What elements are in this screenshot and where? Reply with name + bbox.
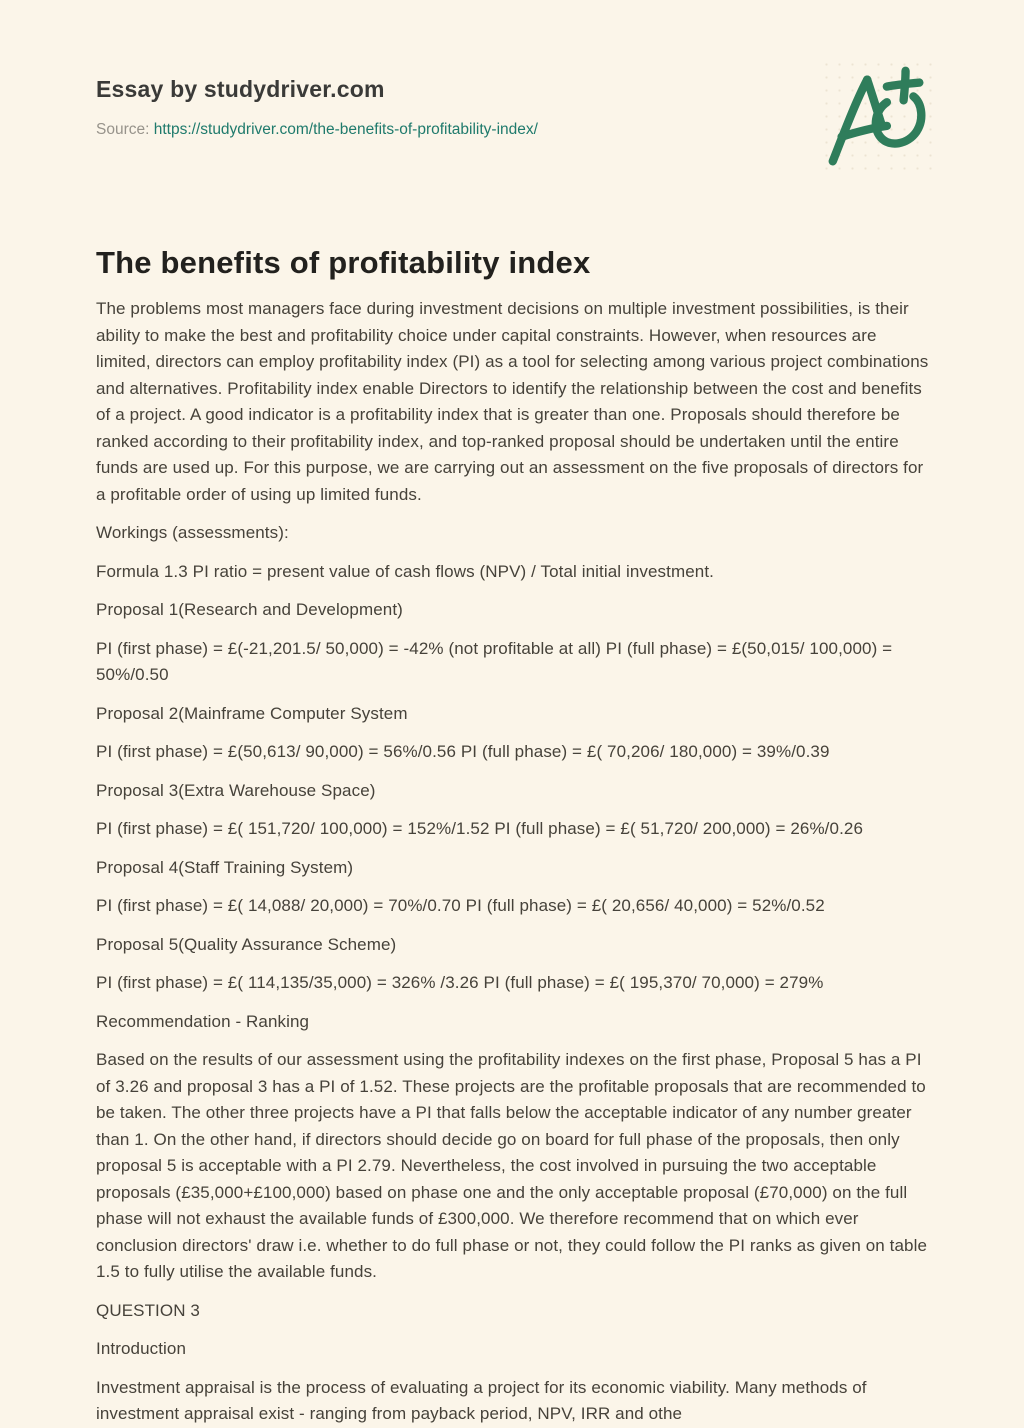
paragraph-proposal-3-calc: PI (first phase) = £( 151,720/ 100,000) … [96, 819, 863, 838]
header-title: Essay by studydriver.com [96, 76, 385, 102]
paragraph-formula: Formula 1.3 PI ratio = present value of … [96, 561, 714, 581]
document-title: The benefits of profitability index [96, 245, 591, 280]
document-body: The problems most managers face during i… [96, 296, 930, 1428]
paragraph-proposal-5-heading: Proposal 5(Quality Assurance Scheme) [96, 934, 397, 954]
paragraph-proposal-3-heading: Proposal 3(Extra Warehouse Space) [96, 780, 376, 800]
a-plus-logo-icon [828, 66, 926, 166]
paragraph-proposal-5-calc: PI (first phase) = £( 114,135/35,000) = … [96, 973, 824, 992]
paragraph-proposal-2-heading: Proposal 2(Mainframe Computer System [96, 703, 408, 723]
paragraph-proposal-2-calc: PI (first phase) = £(50,613/ 90,000) = 5… [96, 742, 830, 761]
paragraph-question-3: QUESTION 3 [96, 1300, 200, 1320]
paragraph-recommendation: Based on the results of our assessment u… [96, 1050, 928, 1281]
paragraph-intro: The problems most managers face during i… [96, 299, 929, 504]
paragraph-proposal-4-calc: PI (first phase) = £( 14,088/ 20,000) = … [96, 896, 825, 915]
studydriver-logo [820, 58, 938, 180]
source-url-link[interactable]: https://studydriver.com/the-benefits-of-… [153, 121, 538, 138]
paragraph-introduction-heading: Introduction [96, 1339, 187, 1358]
source-label: Source: [96, 121, 150, 138]
paragraph-proposal-4-heading: Proposal 4(Staff Training System) [96, 857, 354, 877]
source-line: Source: https://studydriver.com/the-bene… [96, 121, 930, 139]
paragraph-recommendation-heading: Recommendation - Ranking [96, 1011, 310, 1031]
paragraph-proposal-1-heading: Proposal 1(Research and Development) [96, 600, 403, 619]
paragraph-investment-appraisal: Investment appraisal is the process of e… [96, 1377, 867, 1424]
paragraph-workings-heading: Workings (assessments): [96, 523, 289, 542]
page-header: Essay by studydriver.com Source: https:/… [96, 58, 938, 180]
paragraph-proposal-1-calc: PI (first phase) = £(-21,201.5/ 50,000) … [96, 638, 893, 685]
